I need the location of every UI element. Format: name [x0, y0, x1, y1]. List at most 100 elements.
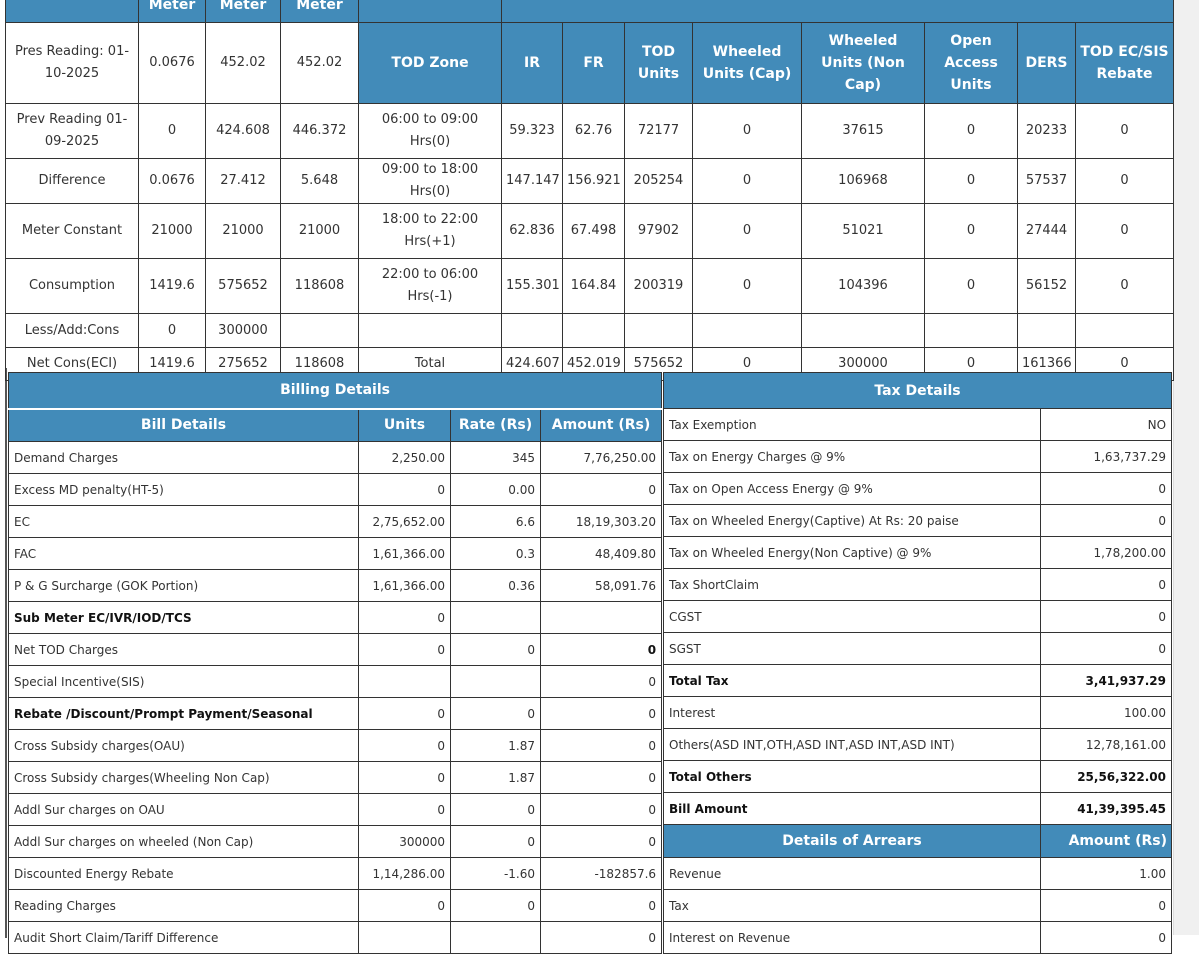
- bill-item-value: 1,61,366.00: [358, 569, 451, 602]
- bill-item-value: 2,75,652.00: [358, 505, 451, 538]
- tod-header: Open Access Units: [924, 22, 1018, 104]
- meter-value: 0.0676: [138, 158, 206, 204]
- billing-column-header: Units: [358, 408, 451, 442]
- tod-value: 0: [692, 158, 802, 204]
- reading-row: Meter Constant 21000 21000 21000 18:00 to 22…: [5, 203, 1174, 259]
- meter-header: Meter: [138, 0, 206, 23]
- bill-item-label: Addl Sur charges on OAU: [8, 793, 359, 826]
- meter-value: 5.648: [280, 158, 359, 204]
- meter-value: [280, 313, 359, 348]
- tax-item-label: Tax ShortClaim: [663, 568, 1041, 601]
- tod-value: 205254: [624, 158, 693, 204]
- tax-details-table: Tax Details Tax Exemption NO Tax on Energy …: [662, 372, 1173, 954]
- tax-row: Tax on Wheeled Energy(Captive) At Rs: 20…: [663, 504, 1173, 537]
- tax-item-value: 1,63,737.29: [1039, 440, 1173, 473]
- tod-value: [501, 313, 563, 348]
- bill-item-label: Net TOD Charges: [8, 633, 359, 666]
- bill-row: Net TOD Charges 0 0 0: [8, 633, 663, 666]
- tax-row: Tax on Open Access Energy @ 9% 0: [663, 472, 1173, 505]
- bill-item-value: 0: [358, 729, 451, 762]
- bill-item-label: EC: [8, 505, 359, 538]
- meter-value: 27.412: [205, 158, 281, 204]
- bill-item-value: 0.3: [450, 537, 541, 570]
- tod-value: 22:00 to 06:00 Hrs(-1): [358, 258, 502, 314]
- header-blank: [358, 0, 502, 23]
- tod-value: 67.498: [562, 203, 625, 259]
- tax-row: Total Tax 3,41,937.29: [663, 664, 1173, 697]
- reading-label: Difference: [5, 158, 139, 204]
- tod-value: 0: [692, 258, 802, 314]
- bill-item-label: Discounted Energy Rebate: [8, 857, 359, 890]
- tod-header: Wheeled Units (Non Cap): [801, 22, 925, 104]
- bill-item-value: 0: [539, 729, 663, 762]
- tax-row: Tax ShortClaim 0: [663, 568, 1173, 601]
- bill-item-value: 0: [539, 665, 663, 698]
- meter-header: Meter: [280, 0, 359, 23]
- tax-item-value: 0: [1039, 568, 1173, 601]
- tod-header: TOD Units: [624, 22, 693, 104]
- meter-value: 1419.6: [138, 258, 206, 314]
- bill-item-value: 0: [539, 761, 663, 794]
- bill-row: Demand Charges 2,250.00 345 7,76,250.00: [8, 441, 663, 474]
- arrears-value: 1.00: [1039, 857, 1173, 890]
- bill-item-value: 0: [539, 889, 663, 922]
- scrollbar[interactable]: [1173, 0, 1199, 935]
- meter-value: 446.372: [280, 103, 359, 159]
- tod-section-header: [501, 0, 1174, 23]
- tod-value: 0: [924, 203, 1018, 259]
- tax-item-label: Interest: [663, 696, 1041, 729]
- arrears-amount-header: Amount (Rs): [1039, 824, 1173, 858]
- bill-item-label: Demand Charges: [8, 441, 359, 474]
- billing-column-header: Rate (Rs): [450, 408, 541, 442]
- bill-item-value: 58,091.76: [539, 569, 663, 602]
- bill-item-value: 0: [539, 633, 663, 666]
- bill-item-value: 2,250.00: [358, 441, 451, 474]
- bill-item-value: 0: [358, 633, 451, 666]
- bill-item-value: 0: [358, 793, 451, 826]
- bill-item-value: 0: [450, 825, 541, 858]
- tod-header: Wheeled Units (Cap): [692, 22, 802, 104]
- arrears-value: 0: [1039, 889, 1173, 922]
- meter-value: 452.02: [205, 22, 281, 104]
- bill-item-value: 0: [450, 889, 541, 922]
- tax-row: Tax on Wheeled Energy(Non Captive) @ 9% 1…: [663, 536, 1173, 569]
- tax-row: Bill Amount 41,39,395.45: [663, 792, 1173, 825]
- tax-item-value: 41,39,395.45: [1039, 792, 1173, 825]
- tax-item-value: 3,41,937.29: [1039, 664, 1173, 697]
- bill-item-value: 300000: [358, 825, 451, 858]
- tod-value: 97902: [624, 203, 693, 259]
- billing-details-table: Billing Details Bill Details Units Rate (Rs…: [7, 372, 663, 954]
- tod-value: 62.836: [501, 203, 563, 259]
- tod-value: 200319: [624, 258, 693, 314]
- reading-row: Prev Reading 01-09-2025 0 424.608 446.372 06…: [5, 103, 1174, 159]
- bill-row: P & G Surcharge (GOK Portion) 1,61,366.00…: [8, 569, 663, 602]
- bill-item-value: -182857.6: [539, 857, 663, 890]
- tod-value: 27444: [1017, 203, 1076, 259]
- bill-item-value: 0: [539, 921, 663, 954]
- bill-item-value: [539, 601, 663, 634]
- tod-value: 0: [1075, 258, 1174, 314]
- billing-column-header: Bill Details: [8, 408, 359, 442]
- tod-value: 72177: [624, 103, 693, 159]
- tod-header: DERS: [1017, 22, 1076, 104]
- tod-header: TOD EC/SIS Rebate: [1075, 22, 1174, 104]
- tod-value: 0: [1075, 158, 1174, 204]
- bill-item-value: 18,19,303.20: [539, 505, 663, 538]
- tod-value: 147.147: [501, 158, 563, 204]
- bill-item-value: 0: [539, 793, 663, 826]
- tod-value: 06:00 to 09:00 Hrs(0): [358, 103, 502, 159]
- tod-value: 0: [924, 258, 1018, 314]
- meter-value: 0: [138, 103, 206, 159]
- bill-item-value: 48,409.80: [539, 537, 663, 570]
- bill-item-value: 1,61,366.00: [358, 537, 451, 570]
- tax-item-value: 25,56,322.00: [1039, 760, 1173, 793]
- arrears-row: Interest on Revenue 0: [663, 921, 1173, 954]
- bill-row: Sub Meter EC/IVR/IOD/TCS 0: [8, 601, 663, 634]
- arrears-value: 0: [1039, 921, 1173, 954]
- bill-row: Rebate /Discount/Prompt Payment/Seasonal…: [8, 697, 663, 730]
- bill-item-value: 0: [539, 473, 663, 506]
- tod-value: [1017, 313, 1076, 348]
- tax-row: Tax Exemption NO: [663, 408, 1173, 441]
- bill-row: FAC 1,61,366.00 0.3 48,409.80: [8, 537, 663, 570]
- tax-row: Others(ASD INT,OTH,ASD INT,ASD INT,ASD I…: [663, 728, 1173, 761]
